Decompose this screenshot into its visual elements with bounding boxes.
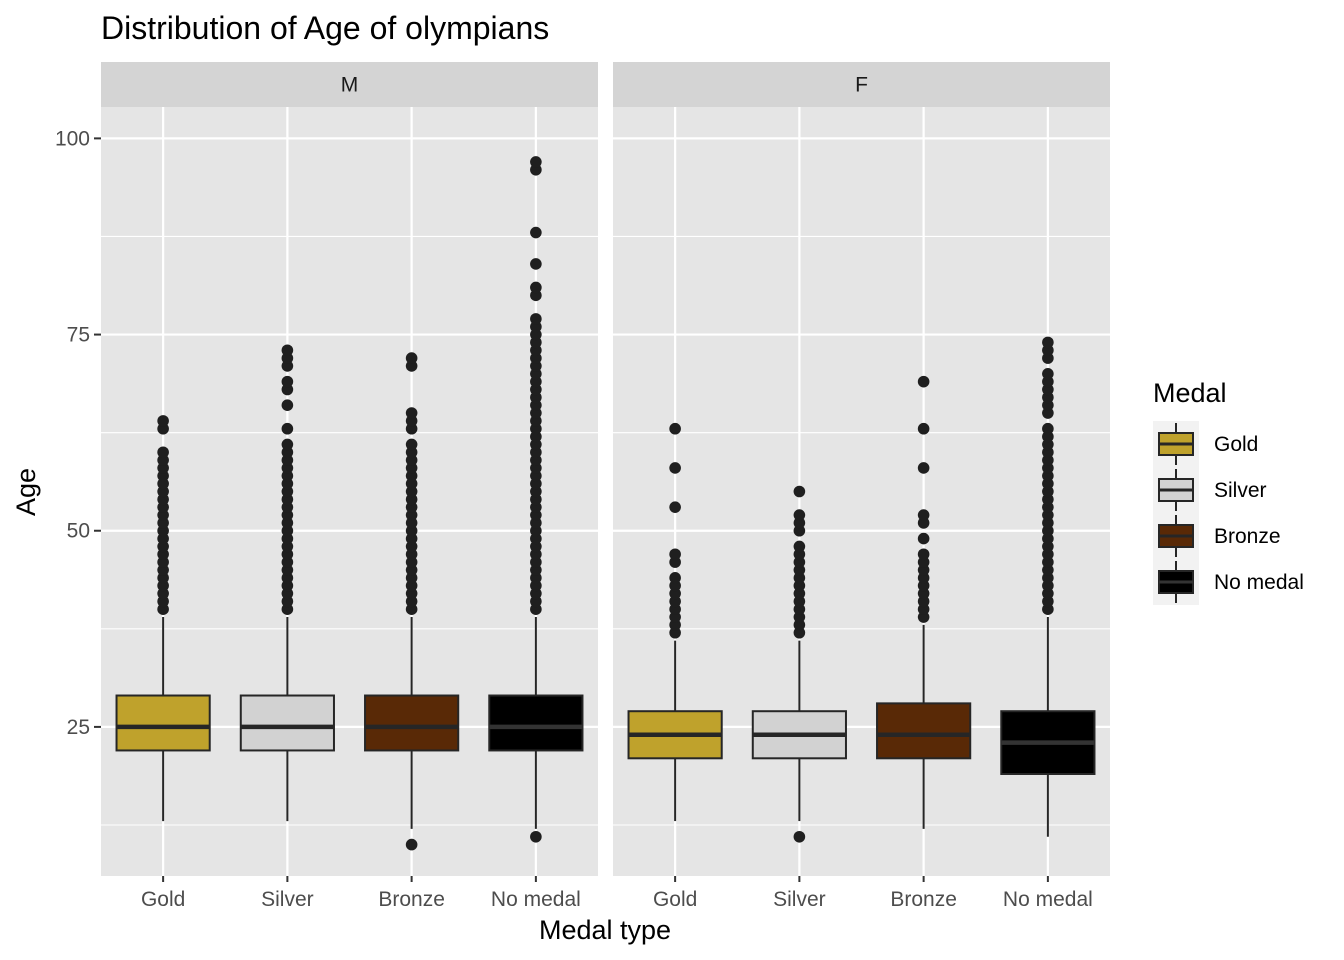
legend-label: Bronze	[1214, 525, 1281, 548]
outlier-point	[157, 415, 169, 427]
x-axis-title: Medal type	[539, 915, 671, 945]
legend-label: No medal	[1214, 571, 1304, 594]
x-tick-label: Gold	[141, 888, 185, 911]
facet-strip	[613, 62, 1110, 107]
y-tick-label: 50	[67, 520, 90, 543]
outlier-point	[530, 281, 542, 294]
outlier-point	[1042, 336, 1054, 349]
chart-title: Distribution of Age of olympians	[101, 10, 549, 46]
outlier-point	[917, 532, 930, 545]
legend: Medal Gold Silver Bronze No medal	[1153, 378, 1304, 605]
outlier-point	[669, 462, 681, 474]
box-body	[876, 702, 972, 760]
facet-strip	[101, 62, 598, 107]
x-tick-label: Silver	[773, 888, 826, 911]
outlier-point	[281, 375, 294, 388]
y-axis: 25 50 75 100	[55, 127, 101, 739]
box-bronze	[876, 375, 972, 829]
box-gold	[627, 422, 723, 822]
legend-item-bronze: Bronze	[1153, 513, 1281, 559]
outlier-point	[405, 838, 418, 851]
outlier-point	[530, 258, 542, 270]
outlier-point	[530, 830, 542, 843]
outlier-point	[405, 352, 418, 364]
outlier-point	[405, 407, 418, 419]
x-tick-label: No medal	[491, 888, 581, 911]
outlier-point	[917, 375, 930, 388]
outlier-point	[281, 399, 294, 411]
outlier-point	[1042, 422, 1054, 435]
outlier-point	[157, 446, 169, 459]
outlier-point	[669, 548, 681, 561]
legend-item-no-medal: No medal	[1153, 559, 1304, 605]
outlier-point	[669, 422, 681, 435]
box-bronze	[364, 352, 460, 851]
legend-label: Gold	[1214, 433, 1258, 456]
outlier-point	[793, 540, 806, 553]
outlier-point	[793, 830, 806, 843]
box-silver	[751, 485, 847, 843]
facet-strip-label: F	[855, 74, 868, 97]
x-tick-label: Bronze	[378, 888, 445, 911]
legend-item-gold: Gold	[1153, 421, 1258, 467]
legend-label: Silver	[1214, 479, 1267, 502]
outlier-point	[281, 422, 294, 435]
outlier-point	[917, 462, 930, 474]
box-body	[239, 694, 335, 752]
outlier-point	[281, 344, 294, 357]
box-body	[115, 694, 211, 752]
x-tick-label: No medal	[1003, 888, 1093, 911]
outlier-point	[917, 422, 930, 435]
box-body	[488, 694, 584, 752]
x-tick-label: Bronze	[890, 888, 957, 911]
y-tick-label: 75	[67, 324, 90, 347]
box-body	[364, 694, 460, 752]
outlier-point	[281, 438, 294, 451]
box-gold	[115, 415, 211, 822]
y-axis-title: Age	[11, 468, 41, 516]
outlier-point	[669, 501, 681, 513]
legend-item-silver: Silver	[1153, 467, 1267, 513]
outlier-point	[793, 485, 806, 498]
outlier-point	[405, 438, 418, 451]
facet-panel-m: M Gold Silver Bronze No medal	[101, 62, 598, 911]
outlier-point	[793, 509, 806, 521]
outlier-point	[917, 509, 930, 521]
y-tick-label: 100	[55, 127, 90, 150]
facet-panels: M Gold Silver Bronze No medal F Gold Silver Bron…	[101, 62, 1110, 911]
x-tick-label: Silver	[261, 888, 314, 911]
outlier-point	[530, 226, 542, 239]
box-silver	[239, 344, 335, 822]
outlier-point	[917, 548, 930, 561]
x-tick-label: Gold	[653, 888, 697, 911]
box-no-medal	[488, 156, 584, 843]
facet-strip-label: M	[341, 74, 359, 97]
box-no-medal	[1000, 336, 1096, 837]
outlier-point	[669, 572, 681, 584]
panel-background	[101, 107, 598, 876]
outlier-point	[1042, 367, 1054, 380]
outlier-point	[530, 313, 542, 325]
facet-panel-f: F Gold Silver Bronze No medal	[613, 62, 1110, 911]
legend-title: Medal	[1153, 378, 1227, 408]
y-tick-label: 25	[67, 716, 90, 739]
outlier-point	[530, 156, 542, 168]
